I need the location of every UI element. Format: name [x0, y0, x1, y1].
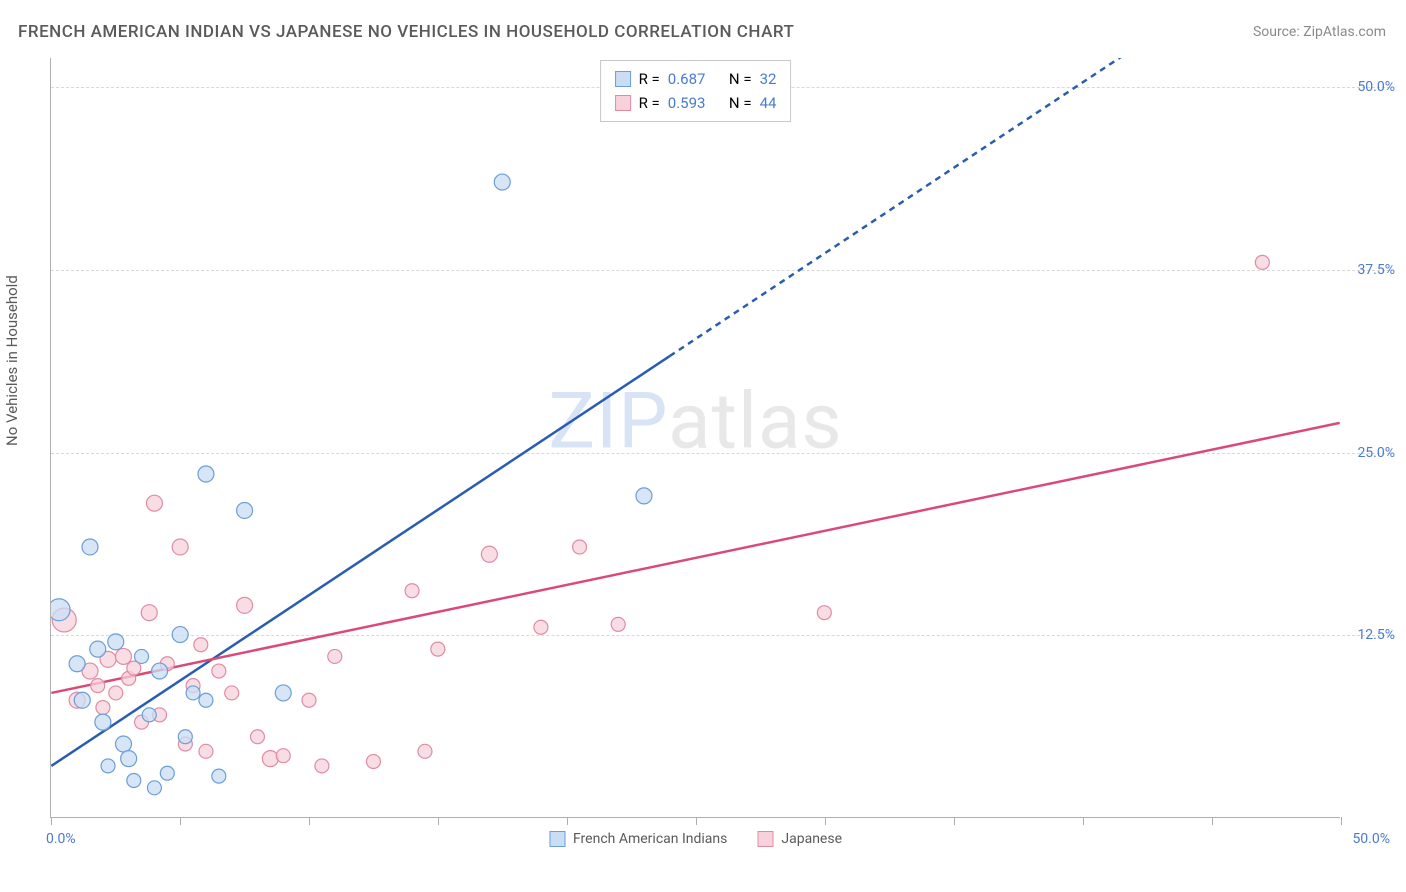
data-point — [636, 488, 652, 504]
data-point — [315, 759, 329, 773]
data-point — [276, 749, 290, 763]
x-tick — [1212, 817, 1213, 825]
data-point — [534, 620, 548, 634]
stats-row-series2: R = 0.593 N = 44 — [615, 91, 777, 115]
r-label: R = — [639, 67, 660, 91]
data-point — [186, 686, 200, 700]
stats-row-series1: R = 0.687 N = 32 — [615, 67, 777, 91]
data-point — [152, 663, 168, 679]
data-point — [225, 686, 239, 700]
legend: French American Indians Japanese — [549, 831, 842, 847]
data-point — [275, 685, 291, 701]
n-label: N = — [729, 67, 752, 91]
y-tick-label: 37.5% — [1357, 262, 1395, 278]
trend-line — [51, 356, 669, 766]
data-point — [237, 502, 253, 518]
r-label: R = — [639, 91, 660, 115]
data-point — [160, 766, 174, 780]
data-point — [90, 641, 106, 657]
legend-swatch-1 — [549, 831, 565, 847]
data-point — [250, 730, 264, 744]
plot-svg — [51, 58, 1340, 817]
n-label: N = — [729, 91, 752, 115]
x-tick — [309, 817, 310, 825]
data-point — [82, 539, 98, 555]
data-point — [366, 755, 380, 769]
data-point — [116, 648, 132, 664]
data-point — [108, 634, 124, 650]
plot-area: ZIPatlas R = 0.687 N = 32 R = 0.593 N = … — [50, 58, 1340, 818]
r-value-1: 0.687 — [668, 67, 706, 91]
swatch-series2 — [615, 95, 631, 111]
data-point — [199, 744, 213, 758]
data-point — [178, 730, 192, 744]
data-point — [135, 649, 149, 663]
data-point — [611, 617, 625, 631]
data-point — [121, 751, 137, 767]
data-point — [109, 686, 123, 700]
data-point — [494, 174, 510, 190]
legend-label-2: Japanese — [781, 831, 842, 847]
y-tick-label: 25.0% — [1357, 445, 1395, 461]
data-point — [74, 692, 90, 708]
chart-container: FRENCH AMERICAN INDIAN VS JAPANESE NO VE… — [0, 0, 1406, 892]
data-point — [212, 664, 226, 678]
data-point — [431, 642, 445, 656]
x-tick — [825, 817, 826, 825]
data-point — [194, 638, 208, 652]
legend-item-series2: Japanese — [757, 831, 842, 847]
r-value-2: 0.593 — [668, 91, 706, 115]
data-point — [172, 627, 188, 643]
data-point — [141, 605, 157, 621]
data-point — [101, 759, 115, 773]
data-point — [96, 701, 110, 715]
data-point — [573, 540, 587, 554]
x-tick — [954, 817, 955, 825]
data-point — [199, 693, 213, 707]
data-point — [817, 606, 831, 620]
legend-item-series1: French American Indians — [549, 831, 727, 847]
source-attribution: Source: ZipAtlas.com — [1253, 24, 1386, 40]
data-point — [481, 546, 497, 562]
n-value-1: 32 — [760, 67, 777, 91]
data-point — [69, 656, 85, 672]
data-point — [237, 597, 253, 613]
x-tick — [567, 817, 568, 825]
x-tick — [51, 817, 52, 825]
x-tick — [180, 817, 181, 825]
data-point — [146, 495, 162, 511]
data-point — [212, 769, 226, 783]
n-value-2: 44 — [760, 91, 777, 115]
data-point — [51, 599, 70, 621]
y-tick-label: 50.0% — [1357, 79, 1395, 95]
data-point — [328, 649, 342, 663]
legend-label-1: French American Indians — [573, 831, 727, 847]
data-point — [418, 744, 432, 758]
x-tick — [696, 817, 697, 825]
x-tick — [1083, 817, 1084, 825]
x-tick — [438, 817, 439, 825]
stats-box: R = 0.687 N = 32 R = 0.593 N = 44 — [600, 60, 792, 122]
x-tick — [1341, 817, 1342, 825]
swatch-series1 — [615, 71, 631, 87]
data-point — [116, 736, 132, 752]
x-axis-label-right: 50.0% — [1352, 831, 1390, 847]
data-point — [147, 781, 161, 795]
chart-title: FRENCH AMERICAN INDIAN VS JAPANESE NO VE… — [18, 22, 794, 42]
y-axis-label: No Vehicles in Household — [3, 275, 21, 446]
data-point — [198, 466, 214, 482]
x-axis-label-left: 0.0% — [46, 831, 76, 847]
data-point — [91, 679, 105, 693]
y-tick-label: 12.5% — [1357, 627, 1395, 643]
data-point — [127, 774, 141, 788]
data-point — [142, 708, 156, 722]
data-point — [1255, 255, 1269, 269]
data-point — [302, 693, 316, 707]
data-point — [262, 751, 278, 767]
legend-swatch-2 — [757, 831, 773, 847]
data-point — [172, 539, 188, 555]
data-point — [95, 714, 111, 730]
trend-line — [51, 423, 1339, 693]
data-point — [405, 584, 419, 598]
